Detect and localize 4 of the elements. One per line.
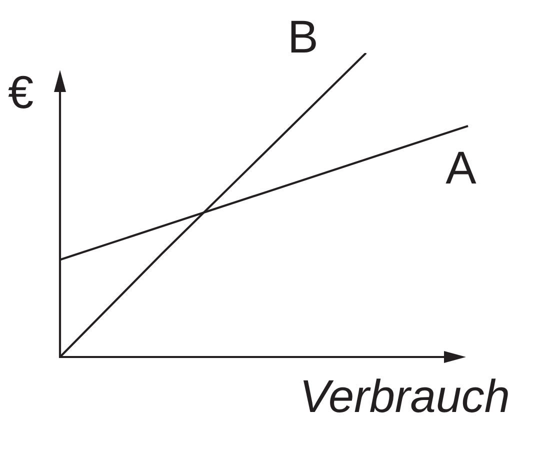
x-axis-title: Verbrauch xyxy=(299,370,510,422)
series-label: B xyxy=(288,10,318,63)
y-axis-title: € xyxy=(8,66,34,118)
series-label: A xyxy=(446,142,477,194)
